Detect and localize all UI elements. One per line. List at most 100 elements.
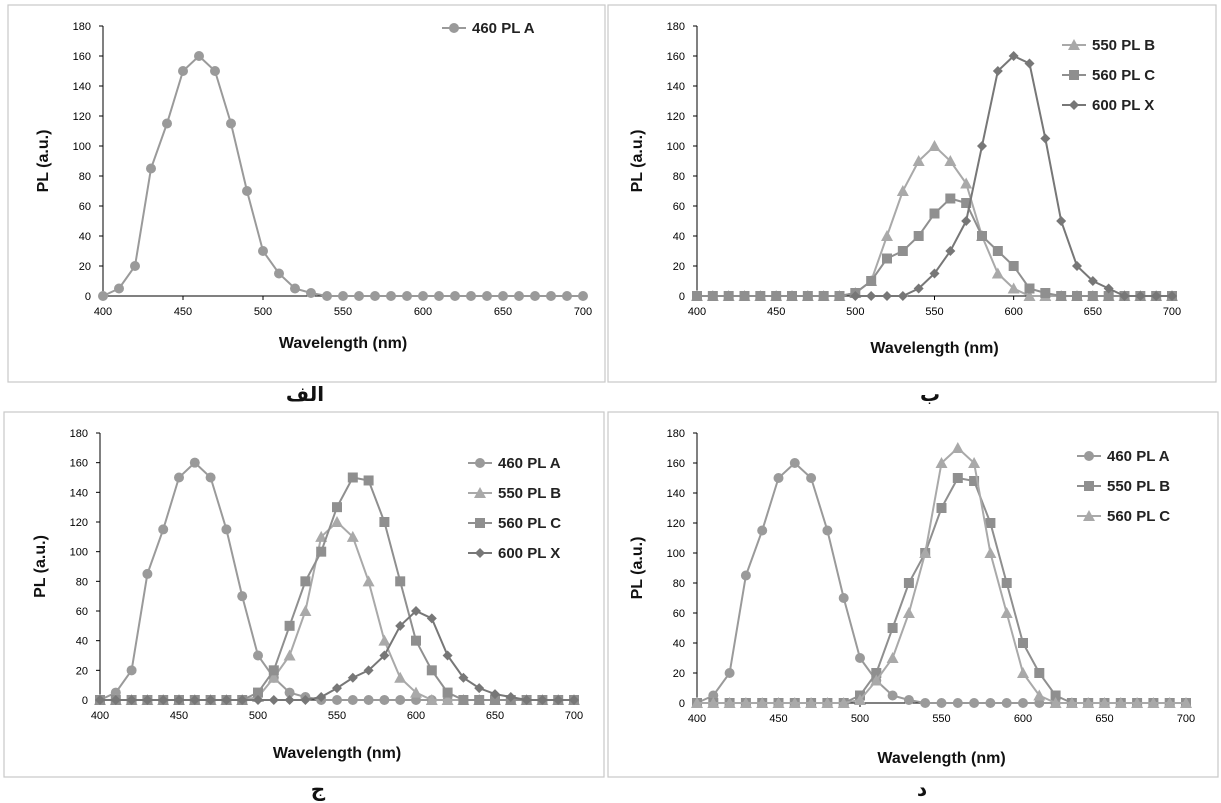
data-point: [205, 695, 216, 705]
data-point: [739, 291, 750, 301]
data-point: [984, 547, 997, 558]
legend-marker: [475, 548, 485, 558]
legend-entry: 600 PL X: [1062, 97, 1154, 114]
data-point: [1018, 698, 1028, 708]
y-axis-title: PL (a.u.): [32, 535, 49, 598]
data-point: [482, 291, 492, 301]
data-point: [379, 517, 390, 527]
y-tick-label: 0: [679, 291, 685, 303]
x-tick-label: 550: [328, 710, 346, 722]
data-point: [897, 246, 908, 256]
data-point: [789, 458, 800, 468]
data-point: [322, 291, 332, 301]
data-point: [498, 291, 508, 301]
data-point: [284, 620, 295, 631]
data-point: [1167, 291, 1177, 301]
legend-marker: [1069, 100, 1079, 110]
y-tick-label: 160: [70, 458, 88, 470]
data-point: [961, 216, 972, 226]
data-point: [316, 692, 327, 703]
x-tick-label: 600: [1004, 306, 1022, 318]
data-point: [740, 570, 751, 581]
data-point: [992, 66, 1003, 76]
data-point: [189, 695, 200, 705]
data-point: [316, 546, 327, 557]
data-point: [1147, 697, 1160, 708]
data-point: [386, 291, 396, 301]
data-point: [466, 291, 476, 301]
data-point: [130, 261, 140, 271]
y-tick-label: 60: [673, 201, 685, 213]
data-point: [952, 698, 963, 708]
data-point: [237, 695, 248, 705]
x-tick-label: 400: [688, 713, 706, 725]
data-point: [395, 620, 406, 631]
data-point: [951, 442, 964, 453]
data-point: [411, 635, 421, 646]
legend-marker: [449, 23, 459, 33]
legend-label: 560 PL C: [1092, 67, 1155, 84]
legend-entry: 460 PL A: [442, 20, 535, 37]
legend-marker: [1084, 481, 1094, 491]
data-point: [210, 66, 220, 76]
data-point: [945, 246, 956, 256]
data-point: [834, 291, 845, 301]
data-point: [902, 607, 915, 618]
y-tick-label: 180: [73, 21, 91, 33]
y-tick-label: 80: [673, 171, 685, 183]
chart-panel-b: 0 20 40 60 80 100 120 140 160 180 400 450 500 550 600 6…: [629, 21, 1181, 357]
data-point: [1135, 291, 1146, 301]
y-tick-label: 100: [70, 547, 88, 559]
legend-marker: [1069, 70, 1079, 80]
data-point: [363, 695, 374, 705]
panel-frame-d: [607, 411, 1219, 778]
y-tick-label: 140: [667, 488, 685, 500]
data-point: [178, 66, 188, 76]
legend-entry: 460 PL A: [1077, 448, 1170, 465]
series-460-pl-a: [692, 458, 1191, 708]
data-point: [411, 606, 421, 616]
data-point: [871, 668, 882, 678]
data-point: [300, 695, 311, 705]
y-tick-label: 120: [70, 517, 88, 529]
data-point: [268, 695, 279, 705]
data-point: [1000, 607, 1013, 618]
data-point: [919, 547, 932, 558]
data-point: [174, 695, 184, 705]
data-point: [189, 457, 200, 468]
legend-label: 550 PL B: [498, 485, 561, 502]
y-tick-label: 80: [673, 578, 685, 590]
data-point: [221, 695, 232, 705]
y-tick-label: 20: [76, 665, 88, 677]
data-point: [1087, 291, 1098, 301]
data-point: [142, 568, 153, 579]
data-point: [936, 698, 947, 708]
data-point: [331, 516, 343, 527]
data-point: [142, 695, 153, 705]
data-point: [1131, 697, 1144, 708]
data-point: [226, 118, 236, 129]
data-point: [821, 697, 834, 708]
data-point: [969, 476, 980, 486]
data-point: [363, 665, 374, 676]
data-point: [1119, 291, 1130, 301]
data-point: [474, 683, 485, 694]
data-point: [284, 687, 295, 698]
series-560-pl-c: [95, 472, 579, 705]
data-point: [1056, 216, 1067, 226]
series-560-pl-c: [692, 193, 1177, 301]
y-tick-label: 60: [76, 606, 88, 618]
panel-frame-c: [3, 411, 605, 778]
y-tick-label: 20: [673, 261, 685, 273]
legend-entry: 560 PL C: [1077, 508, 1170, 525]
data-point: [562, 291, 572, 301]
data-point: [347, 472, 358, 483]
x-tick-label: 500: [851, 713, 869, 725]
data-point: [787, 291, 797, 301]
data-point: [194, 51, 204, 61]
data-point: [1072, 291, 1082, 301]
data-point: [969, 698, 980, 708]
x-tick-label: 550: [925, 306, 943, 318]
data-point: [866, 291, 877, 301]
y-axis-title: PL (a.u.): [629, 130, 646, 193]
